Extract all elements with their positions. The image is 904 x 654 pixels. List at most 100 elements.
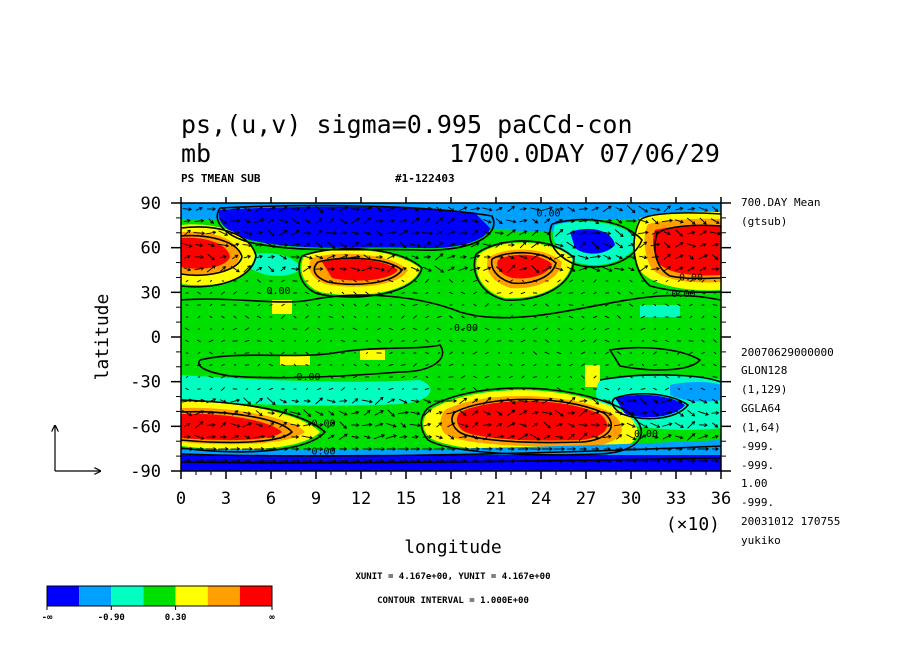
wind-vector xyxy=(328,280,334,282)
wind-vector xyxy=(377,363,381,367)
wind-vector xyxy=(662,434,672,440)
wind-vector xyxy=(506,264,516,274)
wind-vector xyxy=(675,267,683,271)
wind-vector-head xyxy=(632,436,637,441)
y-tick-label: -90 xyxy=(130,462,161,482)
wind-vector-head xyxy=(561,447,566,451)
wind-vector xyxy=(329,303,333,307)
wind-vector-head xyxy=(198,206,203,211)
wind-vector-head xyxy=(306,242,311,247)
wind-vector xyxy=(305,387,309,391)
info-panel: 700.DAY Mean (gtsub) 20070629000000 GLON… xyxy=(741,196,840,547)
wind-vector-head xyxy=(463,255,467,259)
wind-vector xyxy=(255,423,263,427)
wind-vector xyxy=(221,315,225,319)
wind-vector xyxy=(425,364,429,366)
wind-vector xyxy=(437,303,441,307)
wind-vector xyxy=(290,423,300,427)
wind-vector xyxy=(412,315,418,319)
wind-vector xyxy=(230,422,240,428)
wind-vector-head xyxy=(223,435,227,439)
wind-vector-head xyxy=(248,232,253,236)
wind-vector-head xyxy=(391,265,396,269)
wind-vector xyxy=(339,421,347,429)
wind-vector xyxy=(699,266,707,272)
wind-vector xyxy=(629,279,633,283)
wind-vector xyxy=(662,423,672,427)
wind-vector xyxy=(580,242,586,248)
wind-vector xyxy=(521,375,525,379)
wind-vector-head xyxy=(535,410,539,415)
wind-vector-head xyxy=(343,412,348,416)
wind-vector xyxy=(386,422,396,428)
wind-vector xyxy=(641,351,645,355)
contour-label: 0.00 xyxy=(671,289,695,300)
wind-vector xyxy=(497,363,501,367)
wind-vector-head xyxy=(645,447,649,451)
wind-vector-head xyxy=(392,447,397,451)
wind-vector-head xyxy=(415,399,420,404)
contour-interval-note: CONTOUR INTERVAL = 1.000E+00 xyxy=(377,596,529,606)
wind-vector xyxy=(317,303,321,307)
wind-vector-head xyxy=(511,447,515,451)
wind-vector xyxy=(376,303,382,307)
wind-vector-head xyxy=(668,434,672,438)
y-tick-label: 60 xyxy=(141,239,161,259)
wind-vector xyxy=(373,267,385,271)
wind-vector-head xyxy=(393,434,397,438)
colorbar-label: -∞ xyxy=(42,613,53,623)
wind-vector-head xyxy=(595,401,600,405)
wind-vector-head xyxy=(381,434,385,438)
wind-vector xyxy=(614,397,624,405)
wind-vector xyxy=(365,280,369,282)
wind-vector xyxy=(650,243,660,247)
wind-vector-head xyxy=(524,433,529,438)
wind-vector xyxy=(326,241,336,249)
wind-vector xyxy=(293,304,297,306)
wind-vector-head xyxy=(343,447,348,451)
wind-vector-head xyxy=(282,434,287,439)
wind-vector xyxy=(374,397,384,405)
contour-line xyxy=(181,445,721,457)
wind-vector-head xyxy=(451,230,456,235)
wind-vector xyxy=(388,387,394,391)
wind-vector-head xyxy=(511,459,516,463)
wind-vector xyxy=(341,303,345,307)
wind-vector-head xyxy=(596,268,601,272)
wind-vector xyxy=(602,205,612,213)
wind-vector-head xyxy=(464,266,469,271)
wind-vector xyxy=(521,352,525,354)
wind-vector xyxy=(461,315,465,319)
wind-vector xyxy=(557,316,561,318)
wind-vector-head xyxy=(500,255,504,260)
wind-vector xyxy=(401,340,405,342)
wind-vector-head xyxy=(391,413,395,417)
wind-vector xyxy=(519,423,527,427)
wind-vector-head xyxy=(319,397,324,402)
wind-vector xyxy=(615,411,623,415)
wind-vector xyxy=(626,422,636,428)
wind-vector-head xyxy=(715,267,720,271)
info-line: 700.DAY Mean xyxy=(741,196,820,209)
wind-vector xyxy=(290,218,300,224)
wind-vector-head xyxy=(369,266,373,270)
wind-vector xyxy=(494,435,504,439)
wind-vector xyxy=(661,398,673,404)
wind-vector xyxy=(194,421,204,429)
wind-vector-head xyxy=(356,217,361,222)
info-line: yukiko xyxy=(741,534,781,547)
wind-vector xyxy=(713,351,717,355)
wind-vector-head xyxy=(679,219,684,224)
wind-vector xyxy=(674,254,684,260)
wind-vector xyxy=(590,411,600,415)
wind-vector-head xyxy=(296,423,301,428)
wind-vector-head xyxy=(258,412,263,417)
wind-vector xyxy=(339,242,347,248)
wind-vector xyxy=(637,219,649,223)
wind-vector xyxy=(436,327,442,331)
wind-vector-head xyxy=(439,253,444,257)
wind-vector xyxy=(602,242,612,248)
wind-vector-head xyxy=(223,410,228,415)
wind-vector xyxy=(541,398,553,404)
wind-vector xyxy=(376,206,382,212)
